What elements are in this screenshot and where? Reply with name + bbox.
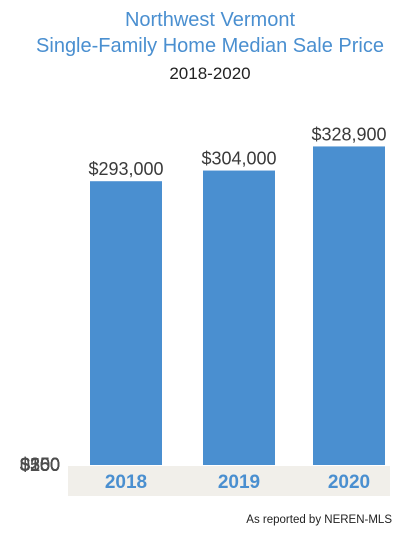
chart-title-line2: Single-Family Home Median Sale Price xyxy=(36,35,384,57)
data-label-2020: $328,900 xyxy=(311,124,386,144)
y-tick-label: $200 xyxy=(20,455,60,475)
chart-subtitle: 2018-2020 xyxy=(169,64,251,83)
category-label-2018: 2018 xyxy=(105,472,147,493)
bar-2018 xyxy=(90,181,162,466)
category-label-2019: 2019 xyxy=(218,472,260,493)
chart-title-line1: Northwest Vermont xyxy=(124,9,296,31)
bar-2020 xyxy=(313,146,385,465)
bar-2019 xyxy=(203,170,275,465)
y-tick-label: $250 xyxy=(20,455,60,475)
y-tick-label: $150 xyxy=(20,455,60,475)
data-label-2018: $293,000 xyxy=(88,159,163,179)
source-note: As reported by NEREN-MLS xyxy=(246,514,392,526)
y-tick-label: $350 xyxy=(20,455,60,475)
category-axis-band xyxy=(68,466,390,496)
category-label-2020: 2020 xyxy=(328,472,370,493)
y-tick-label: $50 xyxy=(20,455,50,475)
y-tick-label: $100 xyxy=(20,455,60,475)
data-label-2019: $304,000 xyxy=(201,149,276,169)
y-tick-label: $300 xyxy=(20,455,60,475)
y-tick-label: 0 xyxy=(20,455,30,475)
